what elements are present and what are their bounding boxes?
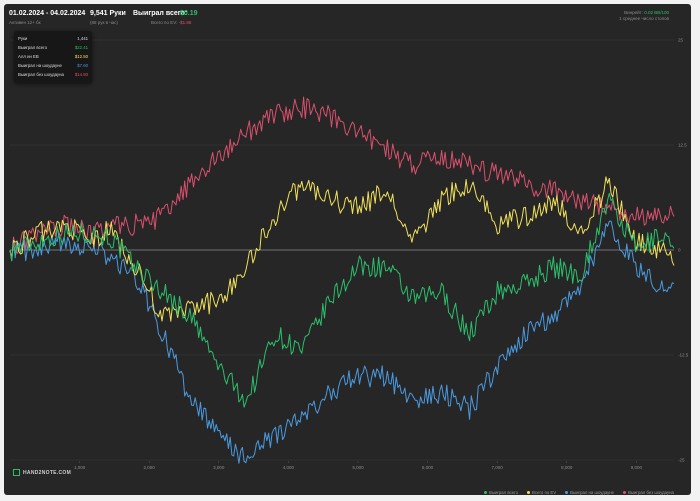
tooltip-label: Руки [18,36,28,41]
tooltip-value: $22.41 [74,45,88,50]
tooltip-row: Выиграл на шоудауне $7.60 [18,63,88,70]
x-tick-label: 3,000 [213,465,225,470]
series-line [9,96,675,261]
tooltip-row: Руки 1,441 [18,36,88,43]
winrate: Винрейт: 0.02 BB/100 [624,10,669,15]
legend-dot-icon [565,491,569,495]
ev-total-value: -$1.86 [178,20,192,25]
legend: Выиграл всего Всего по EV Выиграл на шоуда… [484,490,683,495]
legend-label: Выиграл без шоудауна [628,490,674,495]
tooltip-value: 1,441 [77,36,88,41]
tooltip-row: Выиграл без шоудауна $14.80 [18,72,88,79]
winrate-value: 0.02 BB/100 [644,10,669,15]
tooltip-label: Выиграл без шоудауна [18,72,64,77]
tooltip-value: $7.60 [77,63,88,68]
stops-info: 1 среднее число стопов [619,16,669,21]
tooltip-value: $14.80 [74,72,88,77]
hands-count: 9,541 Руки [90,10,126,17]
series-line [9,192,675,408]
y-tick-label: 25 [678,38,684,43]
y-tick-label: -12.5 [678,353,689,358]
hover-tooltip: Руки 1,441 Выиграл всего $22.41 Алл ин EB $12… [14,31,92,83]
legend-label: Выиграл всего [489,490,519,495]
logo-icon [13,469,20,476]
logo: HAND2NOTE.COM [13,469,73,477]
legend-item[interactable]: Выиграл без шоудауна [623,490,674,495]
tooltip-label: Алл ин EB [18,54,39,59]
x-tick-label: 9,000 [631,465,643,470]
tooltip-row: Выиграл всего $22.41 [18,45,88,52]
x-tick-label: 5,000 [352,465,364,470]
legend-label: Выиграл на шоудауне [570,490,615,495]
x-tick-label: 2,000 [144,465,156,470]
legend-dot-icon [623,491,627,495]
stake-filter: Активен 12+ бк [9,20,41,25]
tooltip-label: Выиграл на шоудауне [18,63,62,68]
y-tick-label: 12.5 [678,143,687,148]
y-tick-label: -25 [678,458,685,463]
x-tick-label: 6,000 [422,465,434,470]
date-range[interactable]: 01.02.2024 - 04.02.2024 [9,10,86,17]
graph-area: 25 12.5 0 -12.5 -25 1,000 2,000 3,000 4,000 5,000… [9,38,689,470]
hands-per-hour: (88 рук в час) [90,20,118,25]
tooltip-value: $12.50 [74,54,88,59]
won-total-label: Выиграл всего: [133,10,188,17]
x-tick-label: 4,000 [283,465,295,470]
winrate-label: Винрейт: [624,10,643,15]
legend-item[interactable]: Всего по EV [527,490,556,495]
series-line [9,220,675,464]
logo-text: HAND2NOTE.COM [23,470,72,476]
legend-item[interactable]: Выиграл всего [484,490,518,495]
legend-item[interactable]: Выиграл на шоудауне [565,490,614,495]
tooltip-row: Алл ин EB $12.50 [18,54,88,61]
y-tick-label: 0 [678,248,681,253]
legend-dot-icon [527,491,531,495]
won-total-value: $0.19 [180,10,198,17]
x-tick-label: 8,000 [561,465,573,470]
x-tick-label: 1,000 [74,465,86,470]
legend-dot-icon [484,491,487,495]
ev-total: Всего по EV: -$1.86 [151,20,191,25]
chart-frame: 25 12.5 0 -12.5 -25 1,000 2,000 3,000 4,000 5,000… [4,4,691,495]
legend-label: Всего по EV [532,490,557,495]
ev-total-label: Всего по EV: [151,20,178,25]
tooltip-label: Выиграл всего [18,45,48,50]
x-tick-label: 7,000 [492,465,504,470]
